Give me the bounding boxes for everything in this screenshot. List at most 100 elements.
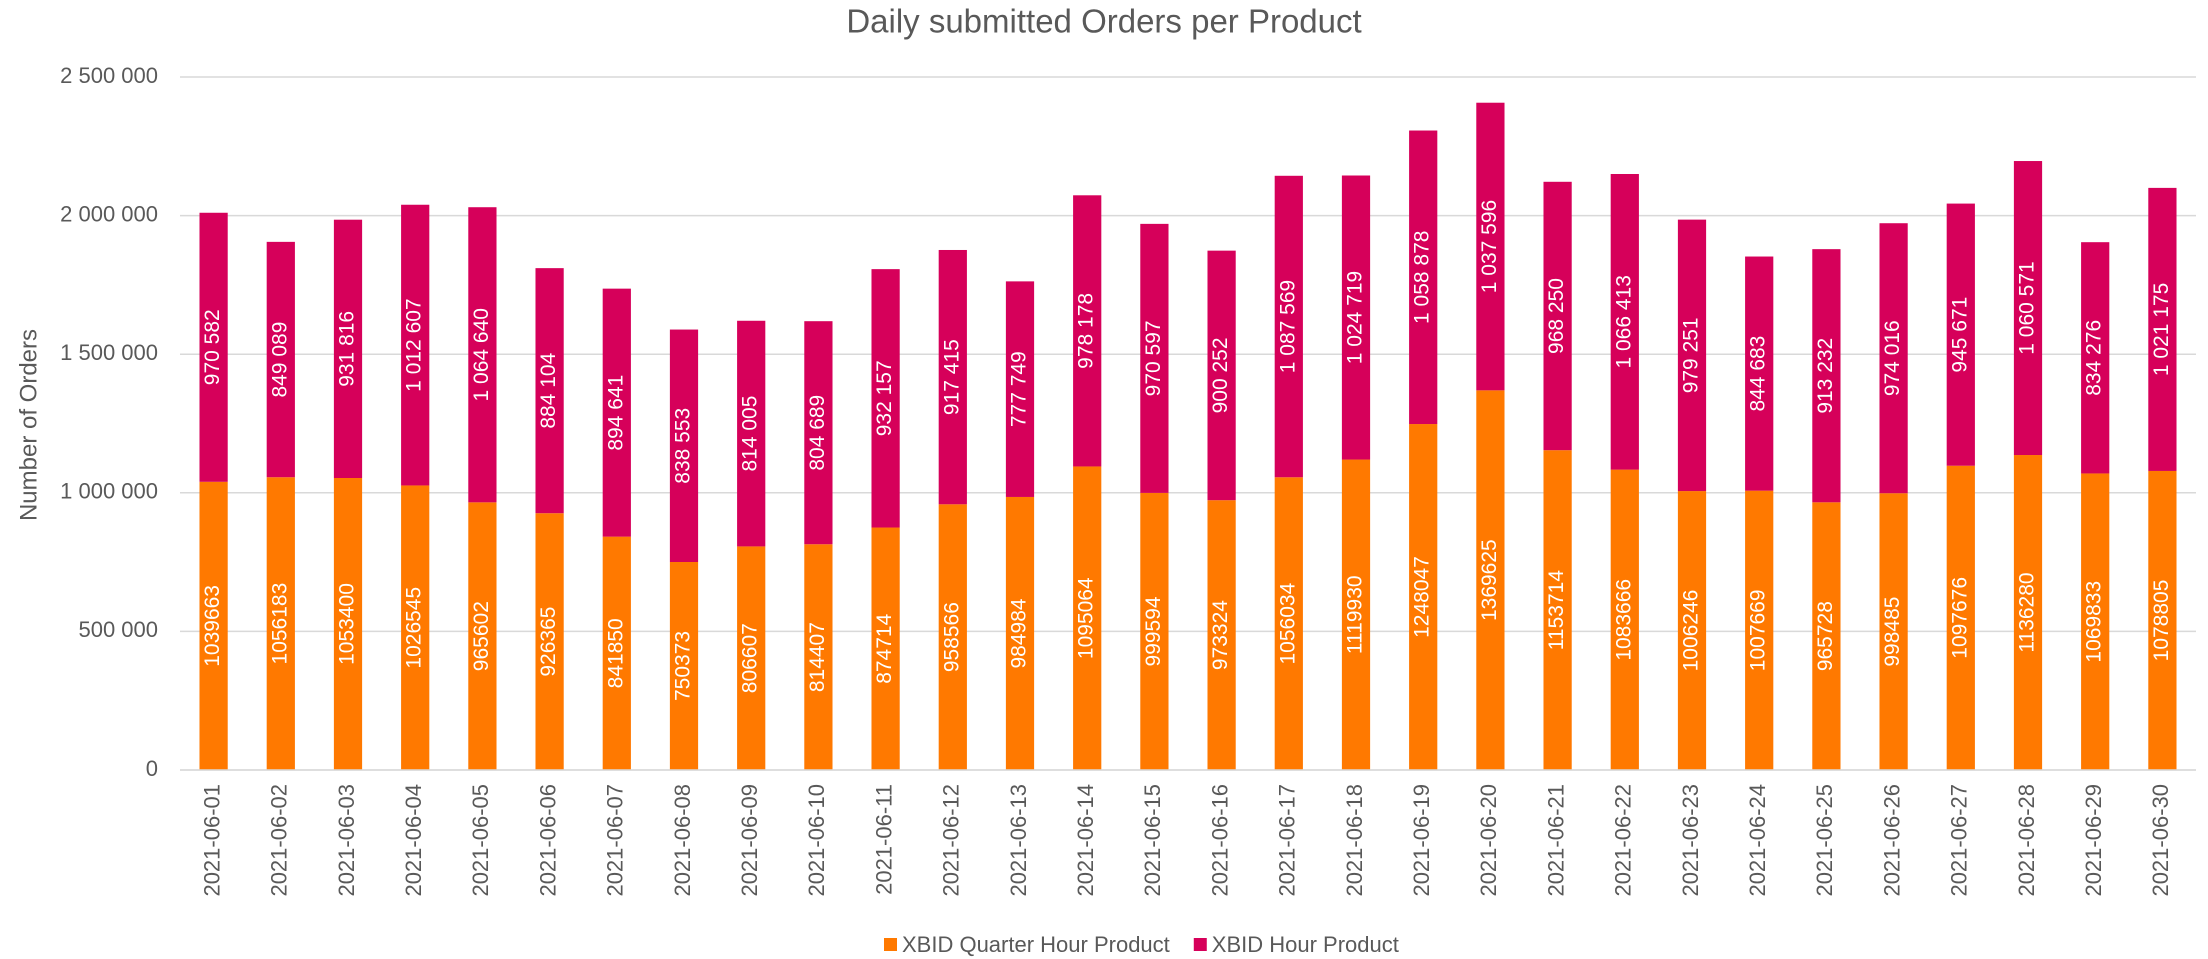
data-label: 945 671 (1948, 297, 1971, 373)
bar-segment (938, 504, 967, 770)
data-label: 970 597 (1142, 320, 1165, 396)
bar-segment (333, 219, 363, 478)
data-label: 1039663 (201, 585, 224, 667)
bar-segment (199, 212, 228, 482)
bar-segment (871, 269, 900, 528)
y-tick-label: 500 000 (78, 617, 158, 642)
bar-segment (468, 207, 497, 503)
data-label: 968 250 (1545, 278, 1568, 354)
data-label: 834 276 (2083, 320, 2106, 396)
bar-segment (1879, 493, 1908, 770)
bar-segment (1207, 250, 1236, 501)
bar-segment (1677, 491, 1707, 770)
data-label: 1006246 (1680, 590, 1703, 672)
bar-segment (938, 249, 967, 505)
x-tick-label: 2021-06-10 (804, 784, 829, 897)
data-label: 874714 (873, 613, 896, 683)
data-label: 1248047 (1411, 556, 1434, 638)
x-tick-label: 2021-06-05 (468, 784, 493, 897)
bar-segment (1274, 175, 1303, 478)
data-label: 1 087 569 (1276, 280, 1299, 373)
bar-segment (1812, 249, 1841, 503)
bar-segment (1005, 281, 1035, 497)
data-label: 913 232 (1814, 338, 1837, 414)
y-tick-label: 0 (146, 756, 158, 781)
data-label: 1053400 (336, 583, 359, 665)
bar-segment (737, 320, 766, 547)
data-label: 1083666 (1612, 579, 1635, 661)
x-tick-label: 2021-06-01 (199, 784, 224, 897)
data-label: 838 553 (672, 408, 695, 484)
data-label: 965728 (1814, 601, 1837, 671)
data-label: 1026545 (403, 587, 426, 669)
bar-segment (602, 536, 631, 770)
bar-segment (1610, 469, 1639, 770)
y-tick-label: 1 500 000 (60, 340, 158, 365)
bar-segment (1677, 219, 1707, 492)
bar-segment (1476, 102, 1505, 391)
y-axis-title: Number of Orders (15, 329, 42, 521)
x-tick-label: 2021-06-26 (1879, 784, 1904, 897)
bar-segment (2148, 187, 2177, 471)
x-tick-label: 2021-06-06 (535, 784, 560, 897)
bar-segment (1812, 502, 1841, 770)
data-label: 917 415 (940, 339, 963, 415)
legend-label: XBID Hour Product (1212, 932, 1399, 957)
bar-segment (2013, 161, 2043, 456)
x-tick-label: 2021-06-09 (737, 784, 762, 897)
x-tick-label: 2021-06-17 (1275, 784, 1300, 897)
data-label: 1 058 878 (1411, 231, 1434, 324)
x-tick-label: 2021-06-25 (1812, 784, 1837, 897)
x-tick-label: 2021-06-12 (939, 784, 964, 897)
y-tick-label: 1 000 000 (60, 479, 158, 504)
data-label: 1 064 640 (470, 308, 493, 401)
bar-segment (1409, 424, 1438, 770)
legend-swatch (1193, 938, 1207, 951)
data-label: 804 689 (806, 395, 829, 471)
data-label: 1007669 (1747, 589, 1770, 671)
bar-segment (266, 477, 295, 770)
data-label: 979 251 (1680, 317, 1703, 393)
bar-segment (1274, 477, 1303, 770)
x-tick-label: 2021-06-30 (2148, 784, 2173, 897)
data-label: 1369625 (1478, 539, 1501, 621)
data-label: 841850 (604, 618, 627, 688)
data-label: 978 178 (1075, 293, 1098, 369)
data-label: 1119930 (1344, 575, 1367, 654)
data-label: 1097676 (1948, 577, 1971, 659)
bar-segment (1073, 466, 1102, 770)
x-tick-label: 2021-06-24 (1745, 784, 1770, 897)
bar-segment (199, 481, 228, 770)
x-tick-label: 2021-06-21 (1543, 784, 1568, 897)
bar-segment (2013, 455, 2043, 770)
data-label: 999594 (1142, 596, 1165, 666)
bar-segment (1005, 496, 1035, 770)
bar-segment (1946, 203, 1975, 466)
bar-segment (1543, 450, 1572, 770)
bar-segment (468, 502, 497, 770)
bar-segment (1073, 195, 1102, 467)
bar-segment (1745, 490, 1774, 770)
bar-segment (871, 527, 900, 770)
bar-segment (1341, 175, 1371, 460)
data-label: 965602 (470, 601, 493, 671)
x-tick-label: 2021-06-18 (1342, 784, 1367, 897)
data-label: 926365 (537, 607, 560, 677)
y-tick-label: 2 000 000 (60, 201, 158, 226)
bar-segment (1207, 500, 1236, 770)
x-tick-label: 2021-06-19 (1409, 784, 1434, 897)
bar-segment (1543, 181, 1572, 451)
data-label: 884 104 (537, 352, 560, 428)
x-tick-label: 2021-06-13 (1006, 784, 1031, 897)
data-label: 973324 (1209, 600, 1232, 670)
bar-segment (1879, 223, 1908, 494)
bar-segment (1140, 223, 1169, 493)
bar-segment (266, 241, 295, 478)
bar-segment (535, 513, 564, 770)
x-tick-label: 2021-06-27 (1947, 784, 1972, 897)
x-tick-label: 2021-06-08 (670, 784, 695, 897)
data-label: 1056183 (268, 583, 291, 665)
x-tick-label: 2021-06-14 (1073, 784, 1098, 897)
data-label: 777 749 (1008, 351, 1031, 427)
bar-segment (1610, 173, 1639, 470)
